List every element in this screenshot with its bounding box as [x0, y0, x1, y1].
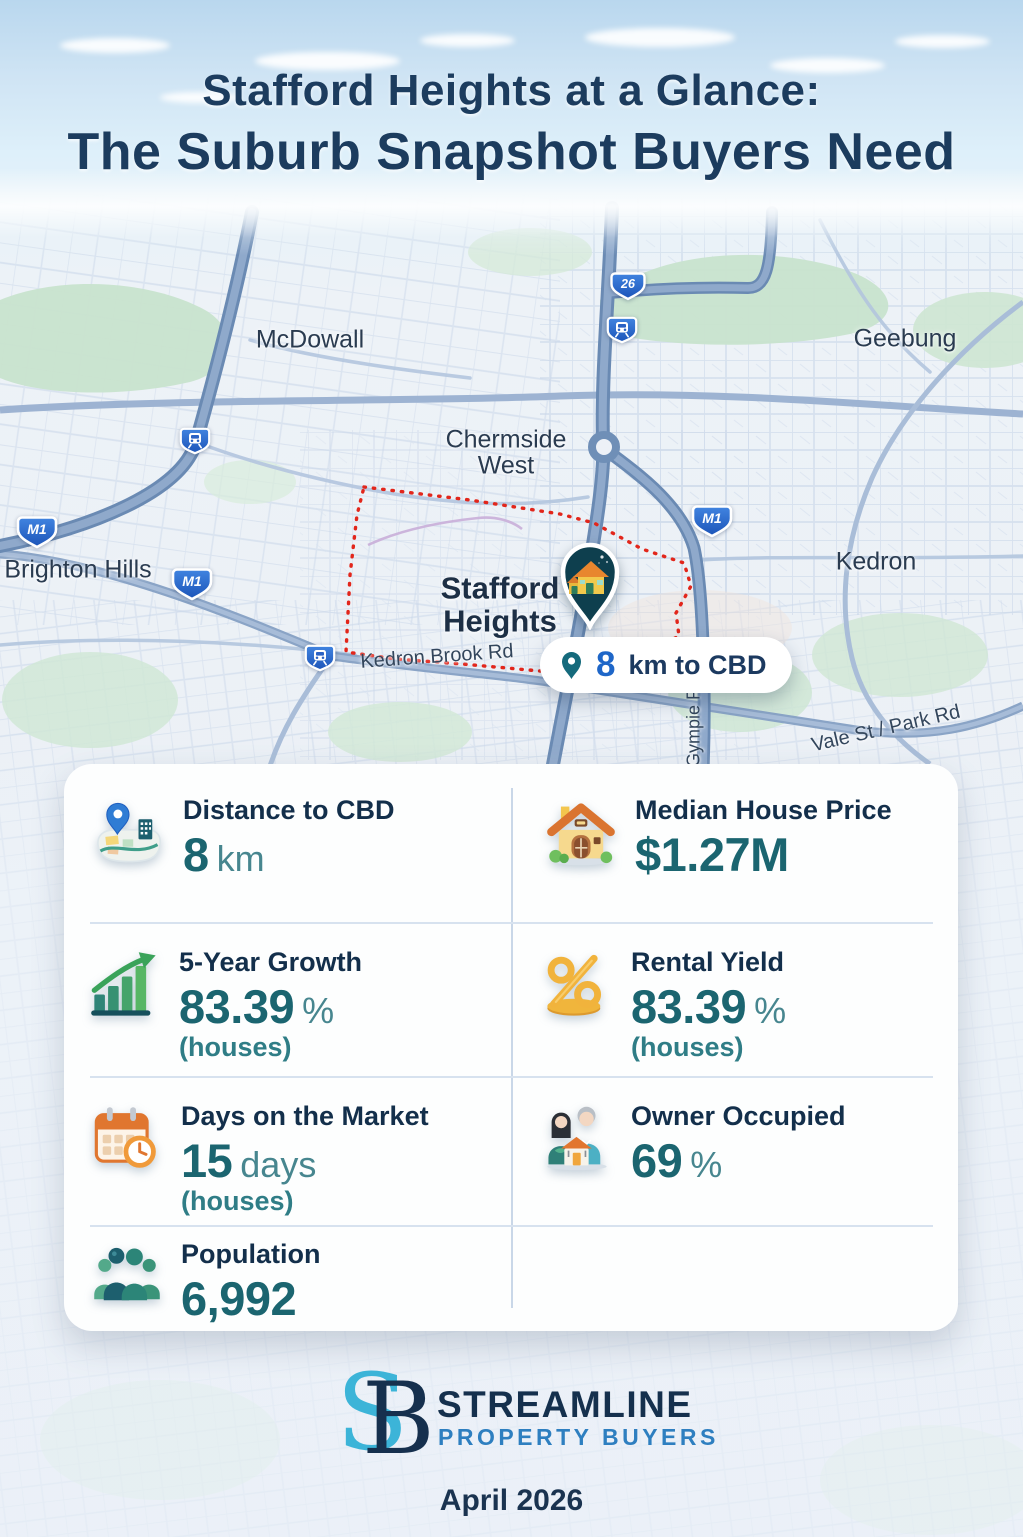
- stat-distance: Distance to CBD 8 km: [92, 795, 395, 878]
- brand-monogram-b: B: [362, 1362, 435, 1477]
- train-station-shield: [179, 427, 211, 455]
- growth-chart-icon: [88, 948, 162, 1022]
- stat-text: Owner Occupied 69%: [631, 1101, 846, 1184]
- svg-text:M1: M1: [182, 573, 202, 589]
- cloud: [770, 58, 885, 73]
- callout-distance-label: km to CBD: [628, 649, 767, 680]
- stat-median-house-price: Median House Price $1.27M: [544, 795, 892, 878]
- stat-text: Median House Price $1.27M: [635, 795, 892, 878]
- stat-label: Median House Price: [635, 795, 892, 825]
- stat-population: Population 6,992: [90, 1239, 321, 1322]
- stat-value-row: 83.39%: [179, 983, 362, 1030]
- brand-monogram-s: S: [336, 1351, 409, 1474]
- card-vertical-divider: [511, 788, 513, 1308]
- brand-tagline: PROPERTY BUYERS: [438, 1424, 719, 1450]
- suburb-label-stafford-2: Heights: [443, 603, 557, 639]
- stat-value: $1.27M: [635, 827, 789, 881]
- m1-route-shield: M1: [171, 567, 213, 603]
- stat-value-row: 83.39%: [631, 983, 786, 1030]
- stat-value-suffix: km: [216, 837, 265, 879]
- stat-text: Population 6,992: [181, 1239, 321, 1322]
- suburb-boundary: [344, 485, 693, 673]
- percent-icon: [540, 948, 614, 1022]
- calendar-clock-icon: [90, 1102, 164, 1176]
- stat-owner-occupied: Owner Occupied 69%: [540, 1101, 846, 1184]
- train-station-shield: [304, 644, 336, 672]
- cloud: [895, 35, 990, 48]
- house-icon: [544, 796, 618, 870]
- stat-label: Distance to CBD: [183, 795, 395, 825]
- cloud: [255, 52, 400, 70]
- card-divider: [90, 1225, 933, 1227]
- callout-pin-icon: [560, 650, 583, 680]
- stat-value-row: 15 days: [181, 1137, 429, 1184]
- suburb-label-brighton-hills: Brighton Hills: [4, 555, 152, 584]
- distance-callout: 8 km to CBD: [540, 637, 792, 693]
- stat-days-on-market: Days on the Market 15 days (houses): [90, 1101, 429, 1216]
- stat-value-suffix: %: [754, 989, 787, 1031]
- suburb-label-chermside-west-2: West: [477, 451, 535, 480]
- people-group-icon: [90, 1240, 164, 1314]
- stat-text: Days on the Market 15 days (houses): [181, 1101, 429, 1216]
- stat-value: 83.39: [631, 979, 747, 1033]
- cloud: [585, 28, 735, 47]
- brand-name: STREAMLINE: [437, 1384, 693, 1425]
- stat-5-year-growth: 5-Year Growth 83.39% (houses): [88, 947, 363, 1062]
- stafford-heights-map-pin: [555, 538, 625, 630]
- stat-value-suffix: %: [302, 989, 335, 1031]
- page-title-line1: Stafford Heights at a Glance:: [202, 66, 821, 115]
- stat-note: (houses): [179, 1031, 292, 1062]
- stat-text: Rental Yield 83.39% (houses): [631, 947, 786, 1062]
- cloud: [160, 92, 240, 103]
- m1-route-shield: M1: [16, 515, 58, 551]
- cloud: [420, 34, 515, 47]
- stat-text: 5-Year Growth 83.39% (houses): [179, 947, 363, 1062]
- map-pin-icon: [92, 796, 166, 870]
- svg-text:26: 26: [620, 277, 636, 291]
- callout-distance-value: 8: [596, 645, 616, 684]
- card-divider: [90, 922, 933, 924]
- stat-value-row: 69%: [631, 1137, 846, 1184]
- stat-value-row: 6,992: [181, 1275, 320, 1322]
- stat-label: Population: [181, 1239, 321, 1269]
- cloud: [60, 38, 170, 53]
- suburb-label-stafford-1: Stafford: [440, 570, 560, 606]
- stat-value: 8: [183, 827, 209, 881]
- motorway-junction-circle: [588, 431, 620, 463]
- report-date: April 2026: [439, 1484, 584, 1517]
- page-title-line2: The Suburb Snapshot Buyers Need: [67, 123, 956, 181]
- family-house-icon: [540, 1102, 614, 1176]
- route-26-shield: 26: [610, 272, 646, 303]
- m1-route-shield: M1: [691, 504, 733, 540]
- suburb-label-geebung: Geebung: [853, 324, 957, 353]
- stat-note: (houses): [631, 1031, 744, 1062]
- stat-label: 5-Year Growth: [179, 947, 363, 977]
- stat-value: 69: [631, 1133, 683, 1187]
- stat-value: 15: [181, 1133, 233, 1187]
- stat-value: 6,992: [181, 1271, 297, 1325]
- svg-text:M1: M1: [27, 521, 47, 537]
- stat-text: Distance to CBD 8 km: [183, 795, 395, 878]
- stat-value-row: 8 km: [183, 831, 395, 878]
- suburb-label-chermside-west-1: Chermside: [445, 425, 567, 454]
- card-divider: [90, 1076, 933, 1078]
- stat-note: (houses): [181, 1185, 294, 1216]
- suburb-label-mcdowall: McDowall: [255, 325, 365, 354]
- stat-value-suffix: %: [690, 1143, 723, 1185]
- suburb-label-kedron: Kedron: [835, 547, 917, 576]
- stat-value: 83.39: [179, 979, 295, 1033]
- stat-rental-yield: Rental Yield 83.39% (houses): [540, 947, 786, 1062]
- stat-label: Days on the Market: [181, 1101, 429, 1131]
- stat-label: Rental Yield: [631, 947, 785, 977]
- stat-label: Owner Occupied: [631, 1101, 846, 1131]
- stat-value-suffix: days: [240, 1143, 317, 1185]
- train-station-shield: [606, 316, 638, 344]
- svg-text:M1: M1: [702, 510, 722, 526]
- stat-value-row: $1.27M: [635, 831, 892, 878]
